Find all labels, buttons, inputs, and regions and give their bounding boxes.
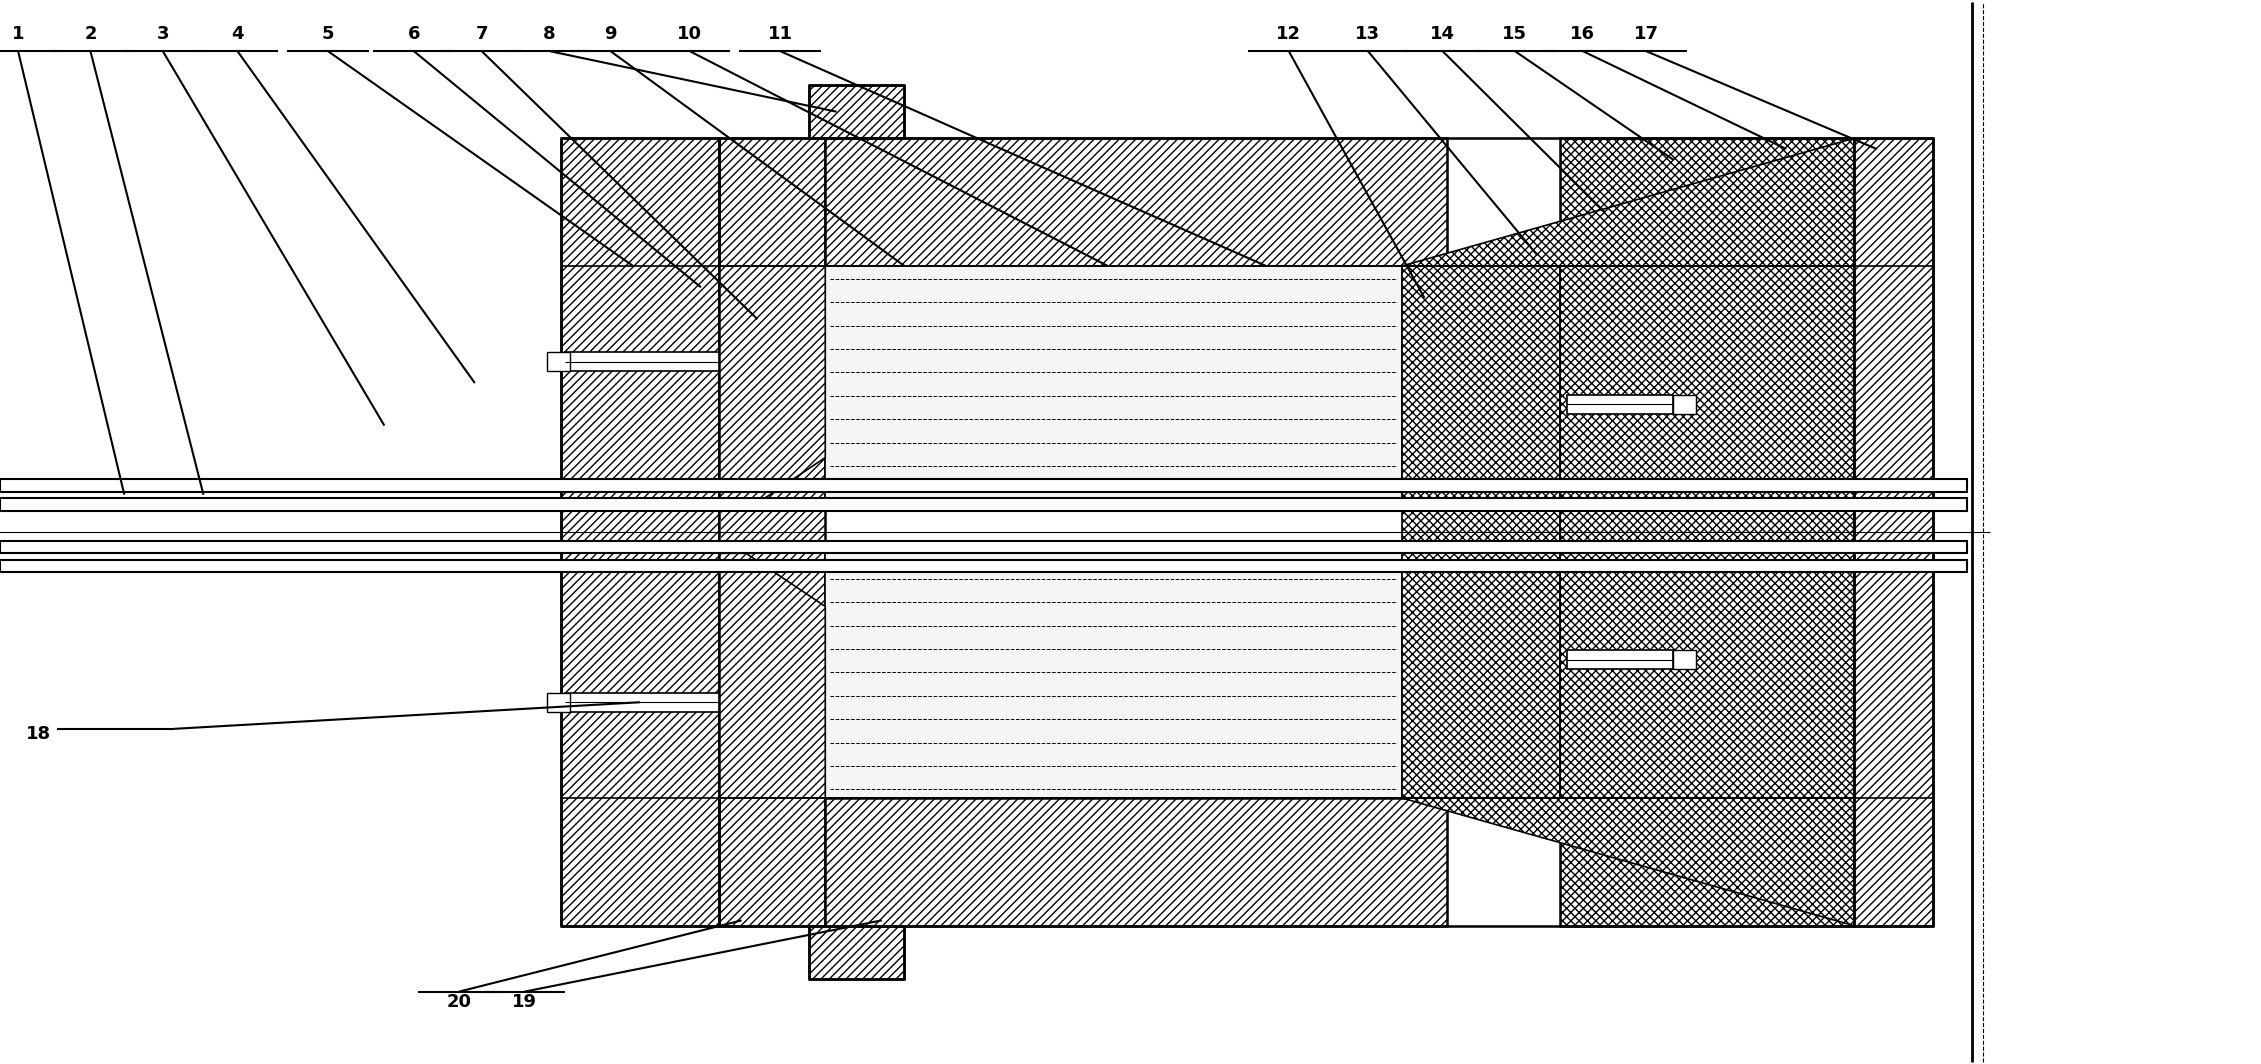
Text: 19: 19 <box>511 994 538 1011</box>
Text: 18: 18 <box>25 726 52 743</box>
Bar <box>1567 650 1673 669</box>
Text: 3: 3 <box>156 24 170 43</box>
Text: 1: 1 <box>11 24 25 43</box>
Bar <box>825 266 1402 511</box>
Bar <box>1854 138 1933 926</box>
Bar <box>1567 395 1673 414</box>
Bar <box>1673 650 1696 669</box>
Bar <box>825 798 1447 926</box>
Bar <box>1560 138 1854 266</box>
Bar <box>719 266 825 926</box>
Bar <box>0 541 1967 553</box>
Polygon shape <box>719 553 825 798</box>
Bar <box>719 266 721 798</box>
Bar <box>809 85 904 138</box>
Text: 12: 12 <box>1275 24 1302 43</box>
Text: 9: 9 <box>604 24 617 43</box>
Text: 16: 16 <box>1569 24 1596 43</box>
Text: 4: 4 <box>231 24 244 43</box>
Bar <box>547 693 570 712</box>
Bar <box>719 138 825 266</box>
Polygon shape <box>719 266 825 511</box>
Polygon shape <box>1402 798 1854 926</box>
Text: 14: 14 <box>1429 24 1456 43</box>
Bar <box>565 352 719 371</box>
Bar <box>1560 266 1854 798</box>
Text: 20: 20 <box>445 994 473 1011</box>
Polygon shape <box>1402 138 1854 266</box>
Bar <box>565 693 719 712</box>
Bar <box>1560 798 1854 926</box>
Bar <box>825 553 1402 798</box>
Bar <box>825 138 1447 266</box>
Bar <box>809 926 904 979</box>
Text: 11: 11 <box>766 24 794 43</box>
Text: 17: 17 <box>1632 24 1660 43</box>
Text: 13: 13 <box>1354 24 1381 43</box>
Text: 5: 5 <box>321 24 335 43</box>
Text: 15: 15 <box>1501 24 1528 43</box>
Bar <box>1402 266 1560 798</box>
Bar <box>561 138 719 926</box>
Text: 6: 6 <box>407 24 421 43</box>
Text: 7: 7 <box>475 24 488 43</box>
Bar <box>547 352 570 371</box>
Bar <box>0 479 1967 492</box>
Text: 2: 2 <box>84 24 97 43</box>
Text: 8: 8 <box>543 24 556 43</box>
Text: 10: 10 <box>676 24 703 43</box>
Bar <box>0 560 1967 572</box>
Bar <box>1673 395 1696 414</box>
Bar <box>0 498 1967 511</box>
